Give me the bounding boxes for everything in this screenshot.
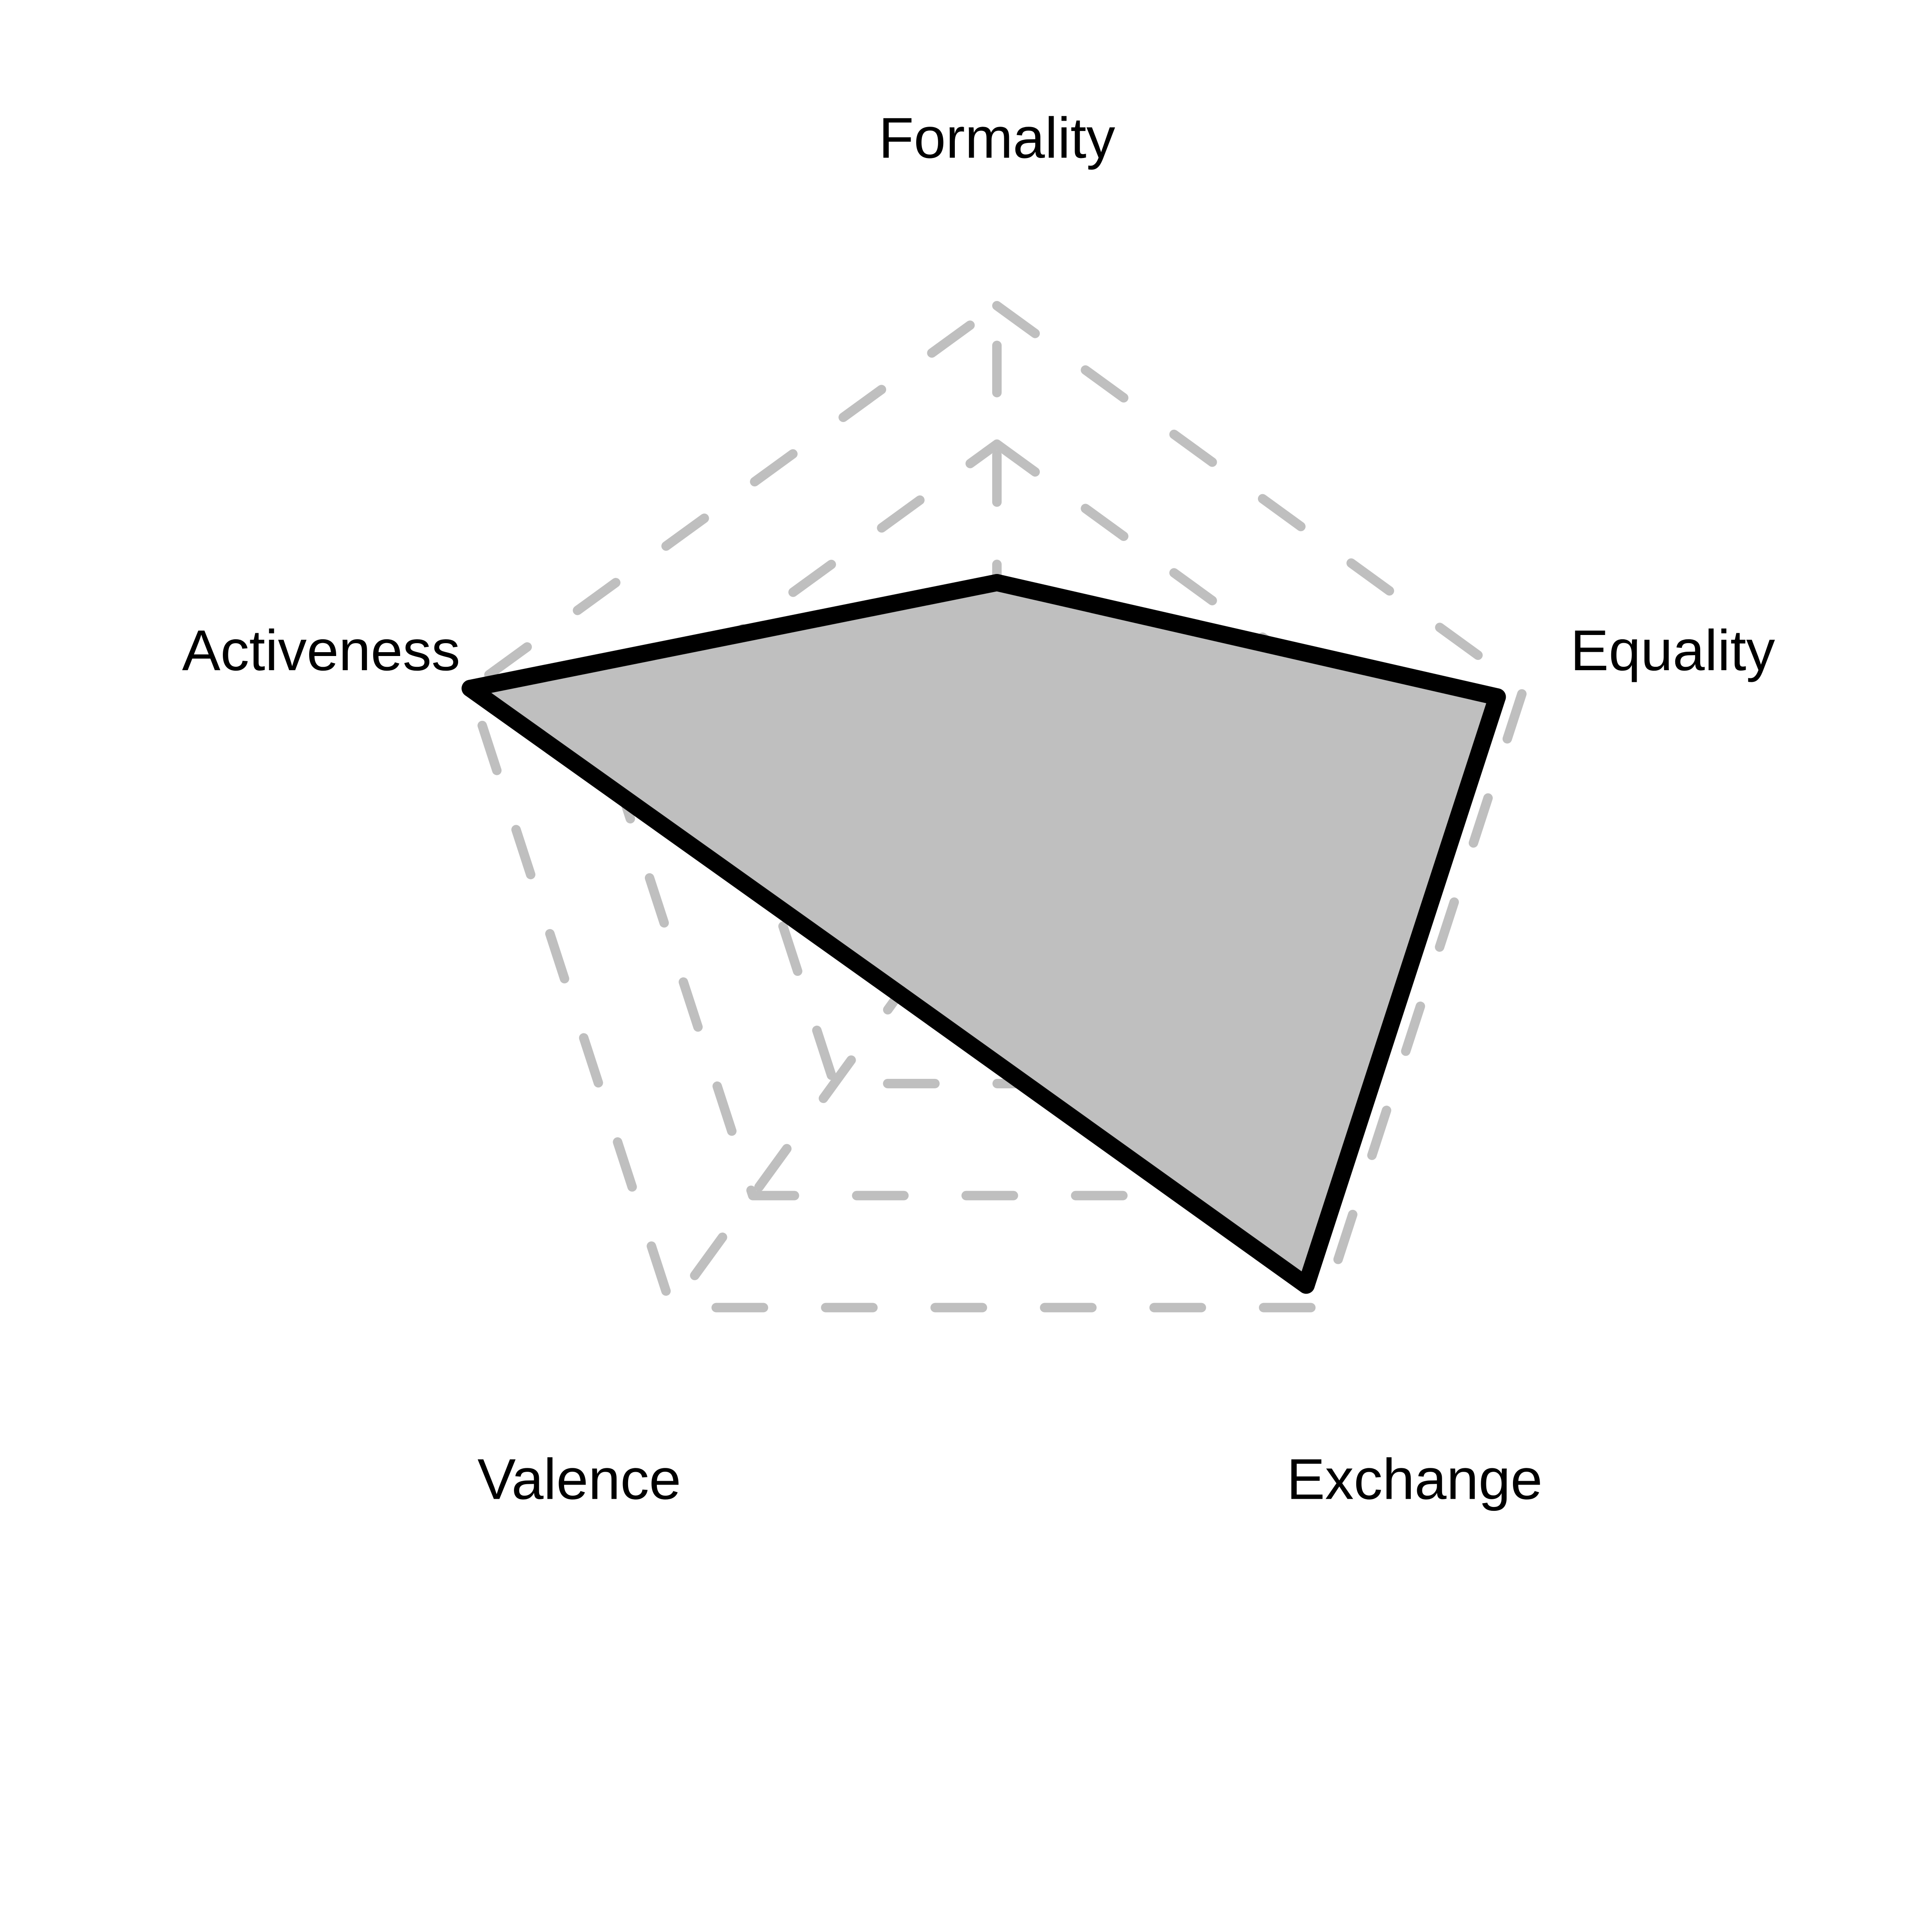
series-layer xyxy=(462,574,1506,1294)
data-point-exchange xyxy=(1297,1276,1315,1294)
axis-label-activeness: Activeness xyxy=(182,619,460,683)
data-point-formality xyxy=(988,574,1005,591)
data-point-equality xyxy=(1488,688,1506,706)
spoke-valence xyxy=(666,966,920,1312)
data-point-valence xyxy=(890,985,908,1003)
grid-ring-3 xyxy=(597,439,1397,1200)
data-point-activeness xyxy=(462,680,479,697)
series-polygon-0 xyxy=(462,574,1506,1294)
axis-label-formality: Formality xyxy=(879,106,1115,170)
axis-label-exchange: Exchange xyxy=(1287,1447,1543,1511)
label-layer: Formality Equality Exchange Valence Activene… xyxy=(182,106,1775,1511)
axis-label-equality: Equality xyxy=(1571,619,1775,683)
axis-label-valence: Valence xyxy=(477,1447,681,1511)
